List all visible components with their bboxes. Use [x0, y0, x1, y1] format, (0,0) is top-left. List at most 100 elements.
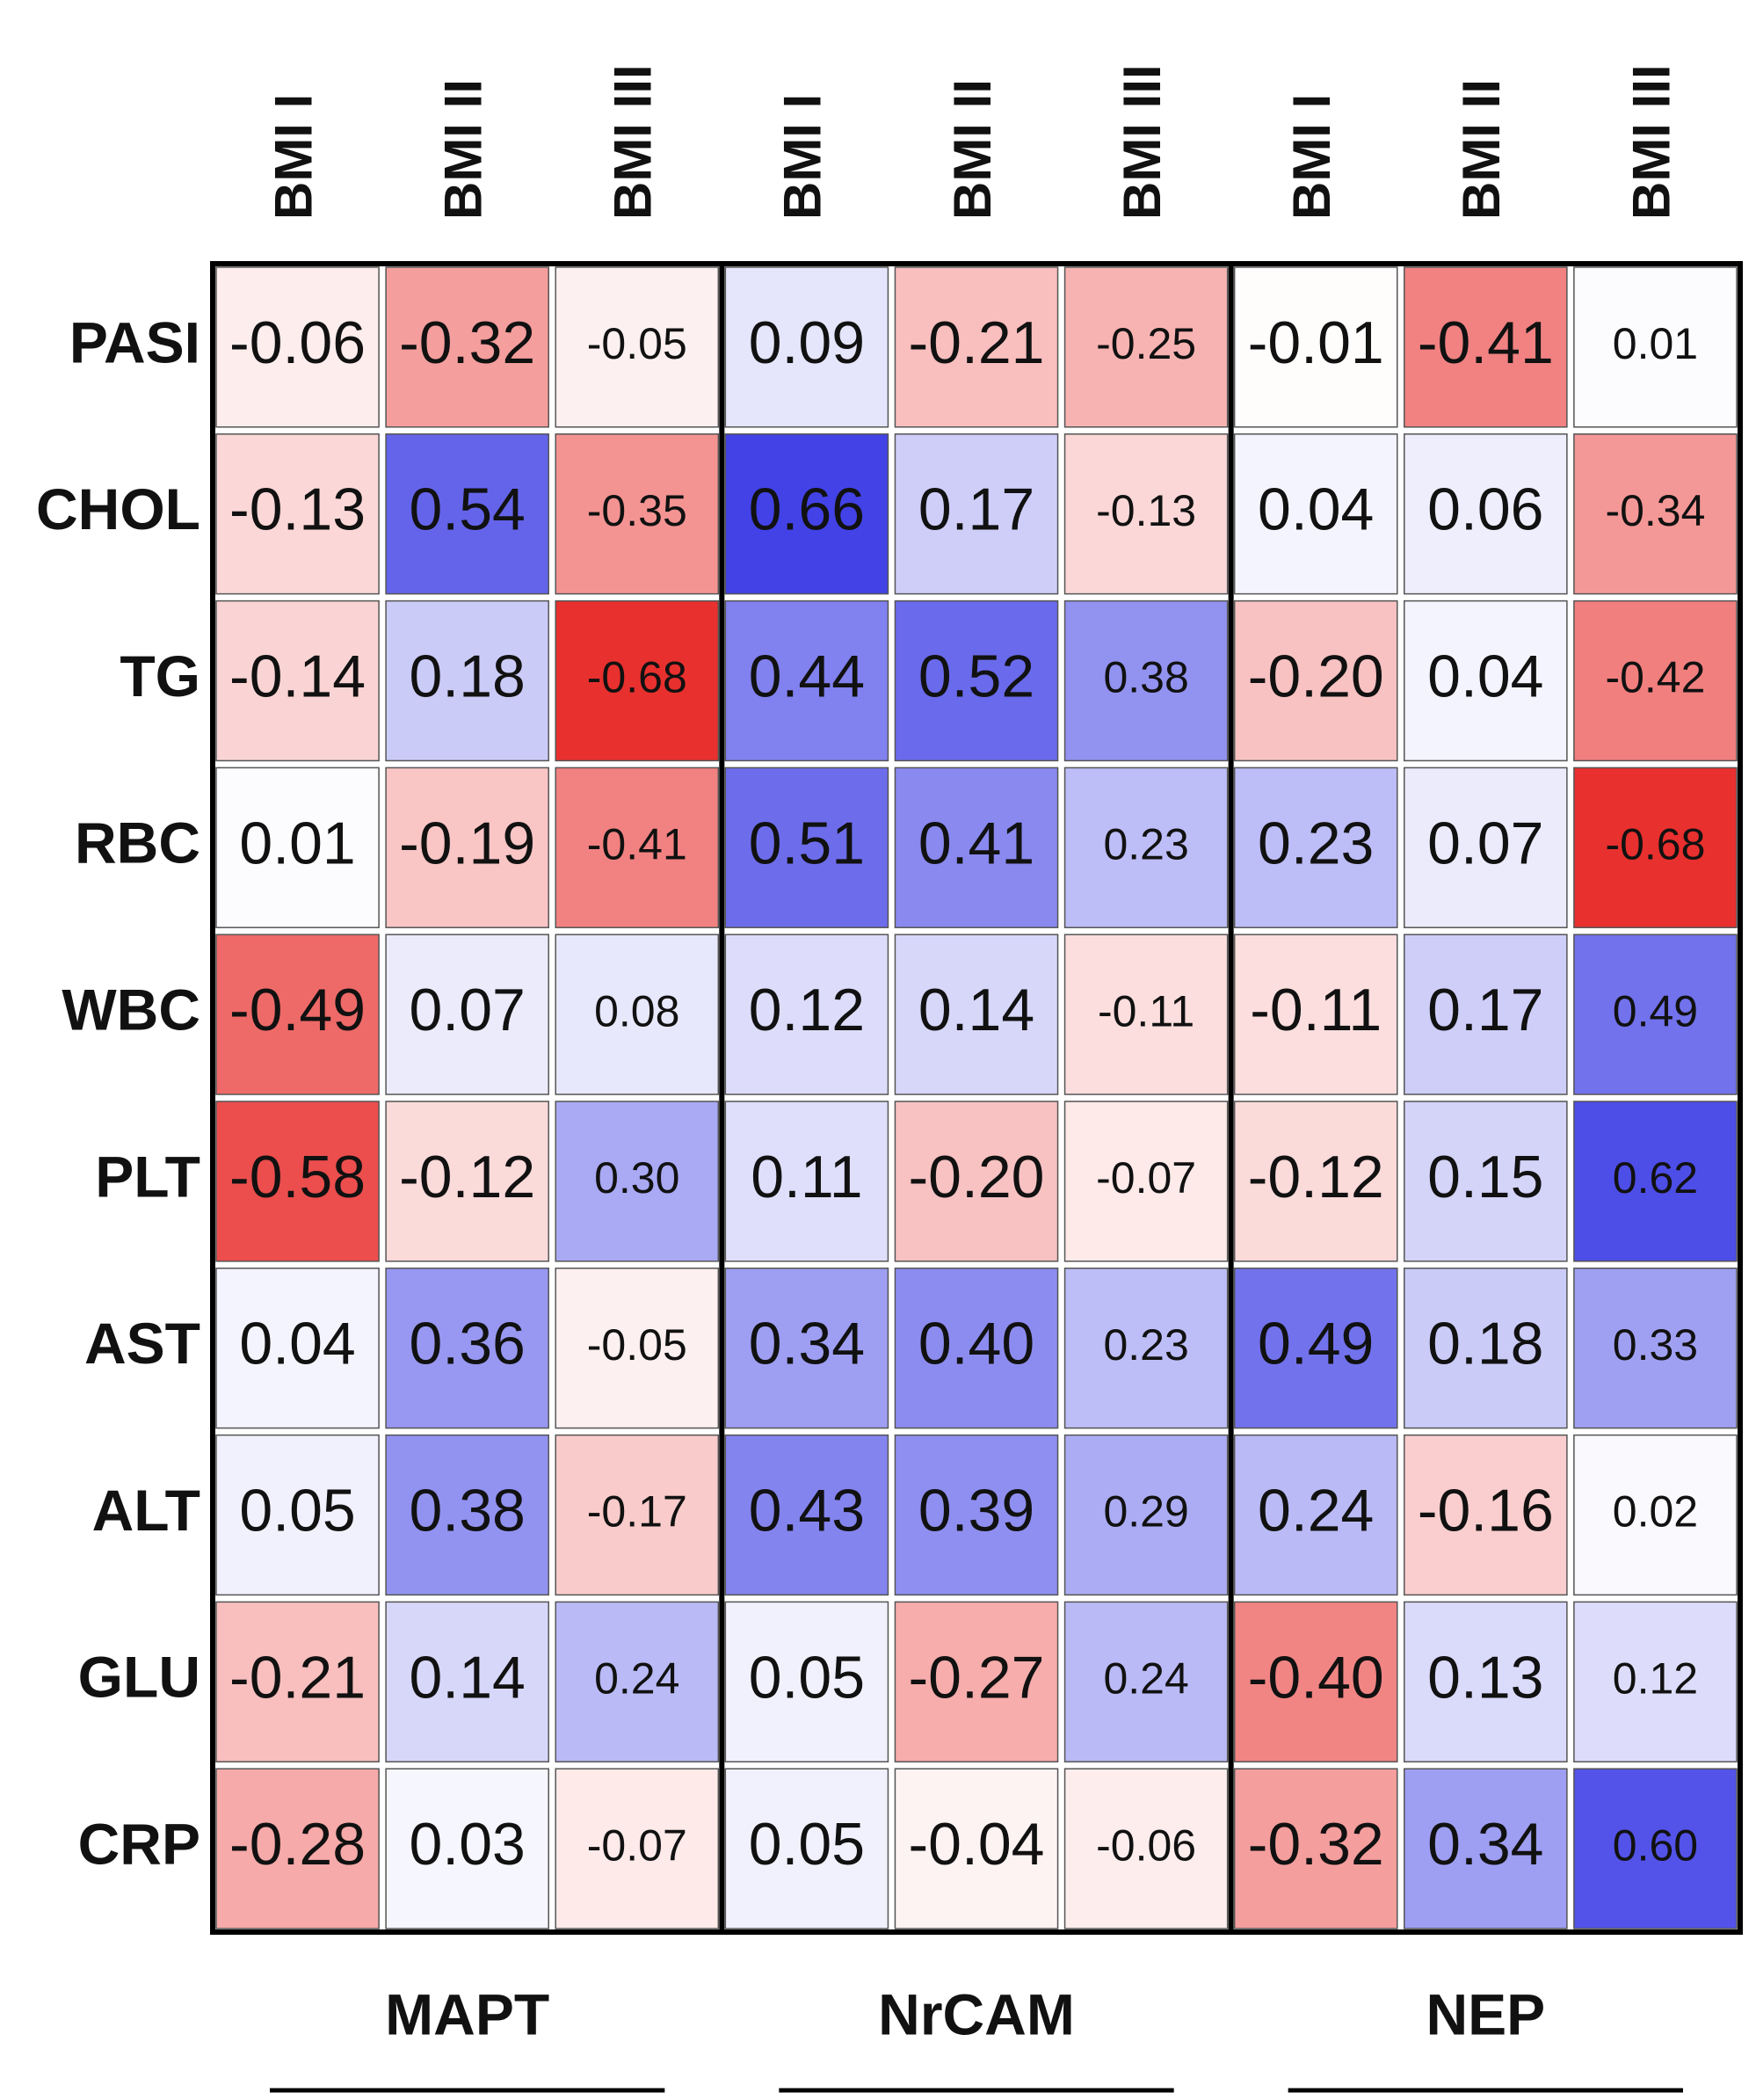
column-label: BMI I	[773, 94, 832, 220]
heatmap-cell	[1573, 1101, 1738, 1262]
heatmap-cell	[555, 1768, 720, 1929]
cell-value-label: 0.44	[749, 643, 865, 709]
heatmap-cell	[385, 1268, 549, 1429]
cell-value-label: 0.09	[749, 309, 865, 376]
heatmap-cell	[555, 934, 720, 1095]
cell-value-label: 0.24	[594, 1654, 679, 1704]
cell-value-label: 0.23	[1258, 810, 1374, 876]
cell-value-label: 0.04	[239, 1311, 355, 1377]
cell-value-label: -0.25	[1096, 319, 1196, 368]
heatmap-cell	[215, 767, 380, 928]
cell-value-label: -0.21	[229, 1644, 366, 1711]
cell-value-label: 0.01	[239, 810, 355, 876]
heatmap-cell	[1404, 266, 1568, 428]
heatmap-cell	[1404, 433, 1568, 595]
group-label: MAPT	[385, 1981, 549, 2046]
column-label: BMI I	[264, 94, 323, 220]
heatmap-cell	[894, 767, 1059, 928]
heatmap-cell	[894, 1101, 1059, 1262]
heatmap-cell	[1063, 1434, 1229, 1596]
heatmap-cell	[1404, 767, 1568, 928]
heatmap-cell	[724, 1434, 889, 1596]
cell-value-label: -0.16	[1418, 1477, 1554, 1544]
heatmap-cell	[1404, 934, 1568, 1095]
cell-value-label: -0.05	[587, 1320, 687, 1370]
heatmap-cell	[724, 1101, 889, 1262]
heatmap-border	[210, 261, 1743, 1935]
cell-value-label: 0.54	[409, 476, 525, 543]
cell-value-label: 0.30	[594, 1153, 679, 1203]
heatmap-cell	[555, 266, 720, 428]
row-label: PASI	[69, 309, 200, 374]
cell-value-label: -0.32	[1248, 1811, 1384, 1878]
row-label: CHOL	[36, 476, 200, 541]
cell-value-label: 0.29	[1103, 1487, 1188, 1537]
heatmap-cell	[215, 266, 380, 428]
heatmap-cell	[1063, 1768, 1229, 1929]
heatmap-cell	[1404, 1268, 1568, 1429]
cell-value-label: 0.14	[409, 1644, 525, 1711]
heatmap-cell	[894, 433, 1059, 595]
group-label: NEP	[1426, 1981, 1545, 2046]
heatmap-cell	[215, 1268, 380, 1429]
heatmap-cell	[1063, 1601, 1229, 1762]
heatmap-cell	[1233, 1434, 1398, 1596]
cell-value-label: -0.13	[229, 476, 366, 543]
column-label: BMI II	[434, 79, 493, 220]
heatmap-cell	[1063, 433, 1229, 595]
heatmap-cell	[1573, 433, 1738, 595]
heatmap-cell	[894, 266, 1059, 428]
heatmap-cell	[1233, 599, 1398, 762]
heatmap-cell	[1063, 1101, 1229, 1262]
heatmap-cell	[1573, 1601, 1738, 1762]
heatmap-cell	[385, 1101, 549, 1262]
heatmap-cell	[555, 767, 720, 928]
column-label: BMI II	[943, 79, 1002, 220]
cell-value-label: -0.07	[587, 1820, 687, 1870]
heatmap-cell	[1063, 1268, 1229, 1429]
cell-value-label: 0.04	[1427, 643, 1543, 709]
cell-value-label: 0.18	[409, 643, 525, 709]
cell-value-label: -0.13	[1096, 486, 1196, 535]
cell-value-label: -0.27	[909, 1644, 1045, 1711]
cell-value-label: -0.06	[229, 309, 366, 376]
heatmap-cell	[385, 767, 549, 928]
heatmap-cell	[215, 599, 380, 762]
cell-value-label: 0.49	[1613, 986, 1698, 1035]
heatmap-cell	[385, 599, 549, 762]
cell-value-label: 0.13	[1427, 1644, 1543, 1711]
cell-value-label: 0.38	[409, 1477, 525, 1544]
heatmap-cell	[385, 1601, 549, 1762]
cell-value-label: -0.17	[587, 1487, 687, 1537]
heatmap-cell	[1233, 767, 1398, 928]
heatmap-cell	[385, 266, 549, 428]
heatmap-cell	[1573, 1268, 1738, 1429]
cell-value-label: 0.12	[1613, 1654, 1698, 1704]
heatmap-cell	[215, 1434, 380, 1596]
cell-value-label: 0.24	[1258, 1477, 1374, 1544]
cell-value-label: 0.41	[918, 810, 1034, 876]
heatmap-cell	[894, 599, 1059, 762]
heatmap-cell	[215, 1101, 380, 1262]
cell-value-label: 0.02	[1613, 1487, 1698, 1537]
cell-value-label: 0.06	[1427, 476, 1543, 543]
cell-value-label: -0.42	[1605, 653, 1705, 702]
cell-value-label: -0.28	[229, 1811, 366, 1878]
cell-value-label: 0.05	[749, 1644, 865, 1711]
heatmap-cell	[555, 1268, 720, 1429]
cell-value-label: 0.07	[1427, 810, 1543, 876]
cell-value-label: 0.14	[918, 977, 1034, 1043]
heatmap-cell	[724, 433, 889, 595]
heatmap-cell	[385, 1434, 549, 1596]
cell-value-label: 0.34	[1427, 1811, 1543, 1878]
cell-value-label: -0.19	[399, 810, 535, 876]
heatmap-cell	[385, 934, 549, 1095]
group-label: NrCAM	[878, 1981, 1075, 2046]
cell-value-label: -0.01	[1248, 309, 1384, 376]
cell-value-label: 0.33	[1613, 1320, 1698, 1370]
heatmap-cell	[894, 1768, 1059, 1929]
column-label: BMI III	[1622, 64, 1680, 220]
heatmap-cell	[555, 1601, 720, 1762]
cell-value-label: 0.49	[1258, 1311, 1374, 1377]
